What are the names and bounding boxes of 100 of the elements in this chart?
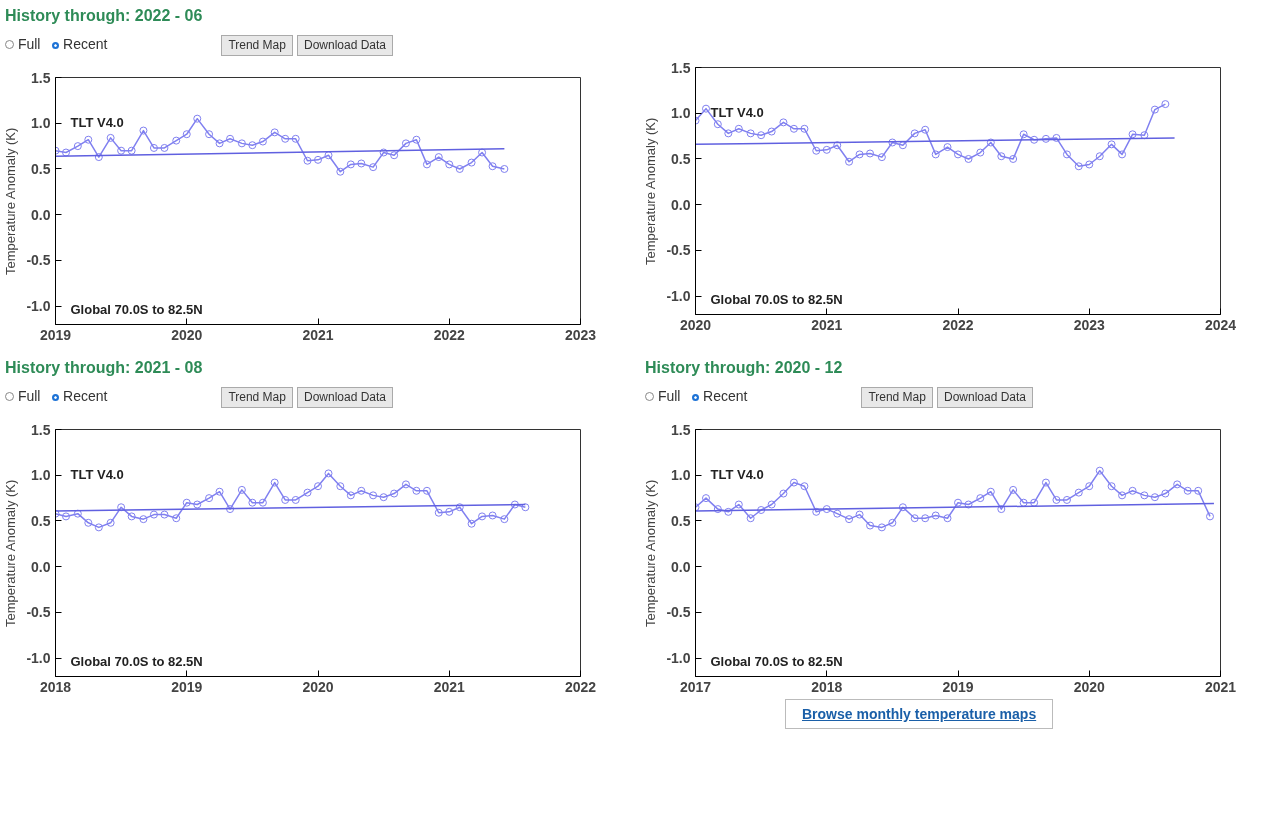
point: [724, 507, 733, 516]
x-tick-label: 2021: [433, 678, 466, 695]
point: [1150, 493, 1159, 502]
point: [888, 138, 897, 147]
point: [172, 514, 181, 523]
y-tick-label: 1.5: [31, 421, 51, 438]
point: [324, 151, 333, 160]
annotation: TLT V4.0: [70, 114, 124, 130]
point: [94, 523, 103, 532]
point: [488, 511, 497, 520]
point: [1052, 495, 1061, 504]
point: [73, 509, 82, 518]
text: Recent: [63, 35, 108, 52]
point: [1194, 486, 1203, 495]
point: [1062, 150, 1071, 159]
point: [117, 503, 126, 512]
y-tick-label: 1.0: [31, 115, 51, 132]
y-tick-label: 0.0: [31, 558, 51, 575]
annotation: TLT V4.0: [710, 466, 764, 482]
point: [1041, 134, 1050, 143]
x-tick-label: 2019: [942, 678, 974, 695]
point: [866, 149, 875, 158]
point: [812, 507, 821, 516]
point: [84, 135, 93, 144]
point: [445, 160, 454, 169]
point: [724, 129, 733, 138]
point: [314, 482, 322, 491]
y-tick-label: 0.5: [31, 160, 51, 177]
y-axis-title: Temperature Anomaly (K): [3, 479, 19, 628]
point: [127, 512, 136, 521]
x-tick-label: 2022: [942, 316, 974, 333]
text: Browse monthly temperature maps: [785, 699, 1054, 729]
point: [248, 141, 257, 150]
point: [357, 486, 366, 495]
point: [702, 494, 710, 503]
point: [921, 125, 930, 134]
text: Download Data: [296, 34, 394, 56]
point: [478, 148, 487, 157]
x-tick-label: 2018: [811, 678, 843, 695]
point: [160, 143, 169, 152]
point: [757, 506, 766, 514]
y-tick-label: 0.0: [671, 558, 691, 575]
point: [215, 139, 224, 148]
y-axis-title: Temperature Anomaly (K): [3, 127, 19, 276]
point: [94, 153, 103, 162]
x-tick-label: 2022: [564, 678, 597, 695]
point: [258, 498, 267, 507]
point: [1095, 466, 1104, 475]
point: [734, 500, 743, 509]
point: [910, 514, 919, 523]
point: [976, 148, 985, 157]
point: [258, 137, 267, 146]
text: Full: [17, 387, 41, 404]
y-tick-label: -1.0: [26, 298, 51, 315]
x-tick-label: 2022: [433, 326, 466, 343]
point: [734, 124, 743, 133]
point: [412, 135, 421, 144]
text: Download Data: [936, 386, 1034, 408]
point: [182, 130, 191, 139]
chart-title: History through: 2020 - 12: [645, 358, 844, 378]
point: [866, 521, 875, 530]
point: [898, 141, 907, 150]
point: [182, 498, 191, 507]
point: [1019, 130, 1028, 139]
x-tick-label: 2020: [302, 678, 334, 695]
point: [746, 129, 755, 138]
point: [1009, 485, 1018, 494]
annotation: TLT V4.0: [710, 104, 764, 120]
annotation: Global 70.0S to 82.5N: [710, 653, 843, 669]
point: [921, 514, 930, 523]
point: [369, 163, 378, 172]
y-tick-label: -0.5: [666, 604, 691, 621]
text: Trend Map: [221, 386, 293, 408]
point: [226, 505, 235, 514]
point: [422, 160, 431, 169]
point: [346, 491, 355, 500]
point: [713, 505, 722, 514]
point: [149, 143, 158, 152]
point: [314, 155, 322, 164]
point: [1118, 491, 1127, 500]
point: [845, 515, 854, 524]
point: [1161, 489, 1170, 498]
x-tick-label: 2019: [39, 326, 72, 343]
point: [84, 518, 93, 527]
point: [757, 131, 766, 140]
point: [455, 164, 464, 173]
point: [931, 150, 940, 159]
point: [997, 505, 1006, 514]
text: Full: [17, 35, 41, 52]
point: [1041, 478, 1050, 487]
point: [401, 139, 410, 148]
y-tick-label: 1.0: [671, 467, 691, 484]
point: [226, 134, 235, 143]
point: [1128, 486, 1137, 495]
point: [62, 512, 70, 521]
annotation: TLT V4.0: [70, 466, 124, 482]
point: [1118, 150, 1127, 159]
x-tick-label: 2021: [302, 326, 334, 343]
point: [767, 500, 776, 509]
point: [467, 519, 476, 528]
